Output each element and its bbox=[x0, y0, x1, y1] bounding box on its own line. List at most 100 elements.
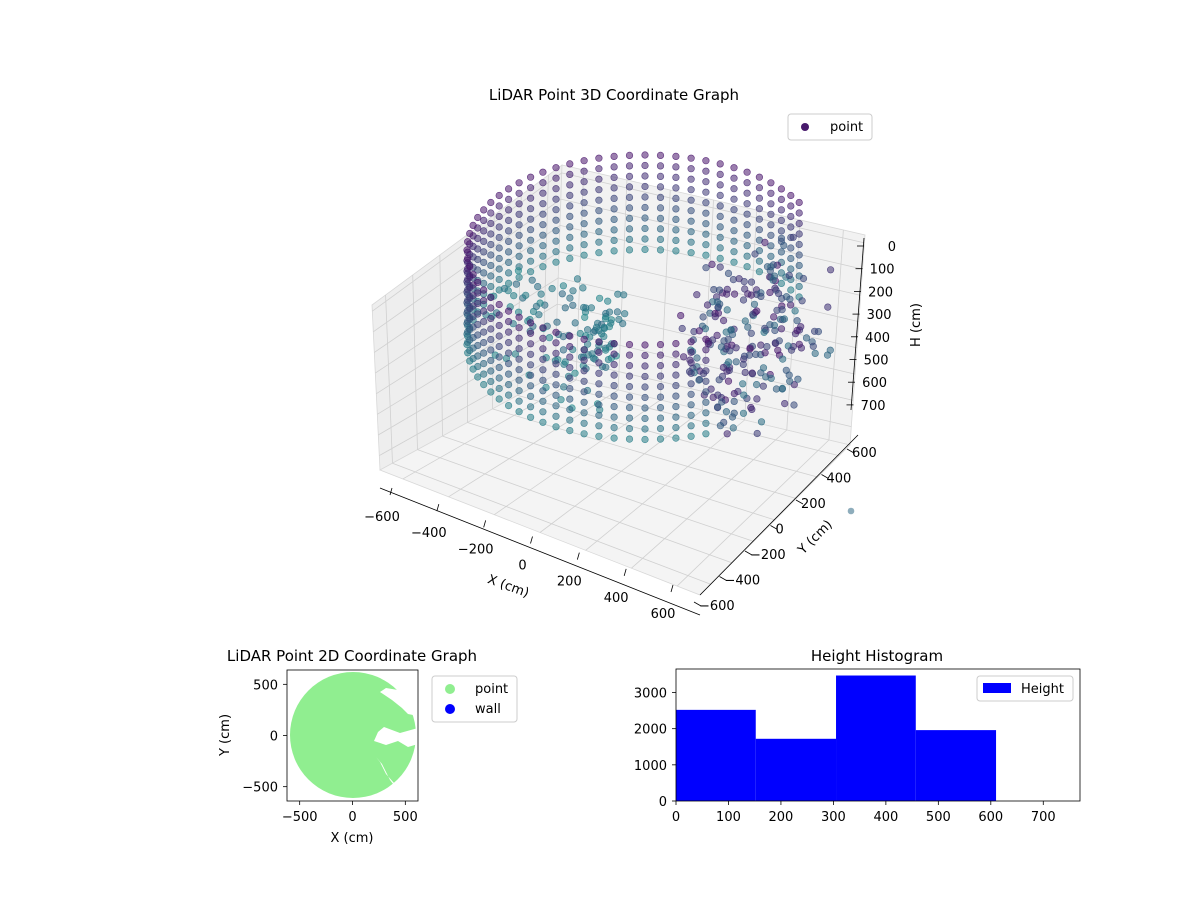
3d-point bbox=[604, 297, 612, 305]
3d-point bbox=[641, 193, 649, 201]
3d-point bbox=[687, 432, 695, 440]
3d-point bbox=[579, 284, 587, 292]
3d-point bbox=[515, 313, 523, 321]
3d-point bbox=[787, 346, 796, 354]
3d-point bbox=[487, 356, 495, 365]
3d-point bbox=[515, 408, 523, 416]
3d-point bbox=[557, 396, 565, 404]
3d-y-axis-label: Y (cm) bbox=[795, 517, 836, 558]
3d-point bbox=[641, 203, 649, 212]
3d-point bbox=[601, 315, 610, 323]
2d-legend-label-point: point bbox=[475, 682, 508, 697]
3d-point bbox=[552, 227, 560, 235]
histogram-y-tick-label: 2000 bbox=[634, 723, 667, 738]
3d-point bbox=[610, 226, 618, 234]
3d-point bbox=[495, 191, 503, 200]
3d-point bbox=[580, 398, 588, 406]
3d-point bbox=[656, 225, 665, 233]
3d-point bbox=[795, 261, 803, 270]
3d-x-axis-label: X (cm) bbox=[485, 572, 531, 601]
3d-point bbox=[687, 338, 695, 346]
3d-point bbox=[795, 240, 803, 249]
3d-point bbox=[790, 401, 798, 409]
3d-point bbox=[687, 369, 695, 377]
3d-point bbox=[687, 411, 695, 419]
3d-point bbox=[687, 380, 695, 388]
3d-point bbox=[505, 318, 513, 326]
3d-point bbox=[474, 278, 482, 287]
3d-point bbox=[480, 269, 488, 277]
3d-point bbox=[743, 189, 751, 197]
3d-point bbox=[687, 196, 695, 204]
3d-point bbox=[480, 318, 488, 326]
3d-point bbox=[747, 278, 756, 286]
3d-point bbox=[641, 245, 649, 254]
3d-z-tick-label: 100 bbox=[870, 263, 895, 278]
3d-point bbox=[826, 266, 835, 274]
3d-point bbox=[480, 216, 488, 224]
3d-point bbox=[641, 404, 649, 412]
3d-point bbox=[610, 194, 618, 202]
3d-point bbox=[495, 342, 503, 351]
3d-point bbox=[505, 339, 513, 347]
3d-y-tick-mark bbox=[795, 499, 804, 505]
3d-point bbox=[552, 185, 560, 193]
3d-point bbox=[512, 280, 521, 288]
3d-point bbox=[566, 244, 574, 252]
3d-point bbox=[576, 329, 584, 338]
3d-point bbox=[505, 269, 513, 277]
3d-point bbox=[625, 414, 634, 422]
3d-point bbox=[474, 310, 482, 318]
3d-point bbox=[552, 349, 560, 357]
3d-point bbox=[480, 349, 488, 357]
3d-point bbox=[552, 164, 560, 172]
3d-point bbox=[566, 294, 574, 302]
3d-point bbox=[730, 185, 738, 193]
3d-point bbox=[539, 189, 547, 197]
3d-point bbox=[566, 170, 574, 178]
3d-point bbox=[552, 237, 560, 245]
3d-point bbox=[466, 229, 474, 238]
3d-point bbox=[487, 314, 495, 323]
3d-point bbox=[592, 323, 601, 331]
3d-point bbox=[480, 370, 488, 378]
3d-point bbox=[716, 254, 724, 262]
3d-point bbox=[561, 358, 569, 366]
3d-grid-line bbox=[376, 277, 858, 395]
3d-point bbox=[625, 341, 634, 349]
3d-point bbox=[672, 226, 680, 234]
3d-point bbox=[769, 261, 777, 269]
3d-point bbox=[755, 173, 764, 181]
3d-point bbox=[687, 401, 695, 409]
3d-point bbox=[641, 351, 649, 360]
3d-point bbox=[693, 291, 701, 299]
3d-point bbox=[811, 349, 819, 358]
3d-point bbox=[687, 249, 695, 257]
3d-point bbox=[610, 350, 618, 358]
3d-point bbox=[526, 257, 535, 265]
3d-point bbox=[778, 385, 786, 393]
3d-point bbox=[678, 324, 686, 333]
3d-point bbox=[487, 377, 495, 386]
3d-point bbox=[687, 348, 695, 356]
3d-point bbox=[495, 212, 503, 221]
3d-point bbox=[687, 390, 695, 398]
3d-point bbox=[730, 206, 738, 214]
3d-point bbox=[702, 398, 710, 406]
3d-point bbox=[595, 359, 603, 367]
3d-point bbox=[595, 390, 603, 398]
3d-point bbox=[515, 387, 523, 395]
3d-point bbox=[526, 184, 535, 192]
3d-point bbox=[730, 164, 738, 172]
2d-legend-label-wall: wall bbox=[475, 702, 501, 717]
lidar-2d-plot: LiDAR Point 2D Coordinate Graph −500 0 500… bbox=[218, 647, 518, 846]
3d-point bbox=[464, 254, 472, 262]
3d-point bbox=[566, 223, 574, 231]
3d-point bbox=[743, 252, 751, 260]
3d-point bbox=[727, 326, 735, 334]
3d-point bbox=[610, 236, 618, 244]
3d-point bbox=[515, 210, 523, 218]
3d-point bbox=[474, 352, 482, 360]
histogram-bar bbox=[915, 730, 997, 801]
3d-z-tick-label: 600 bbox=[862, 376, 887, 391]
